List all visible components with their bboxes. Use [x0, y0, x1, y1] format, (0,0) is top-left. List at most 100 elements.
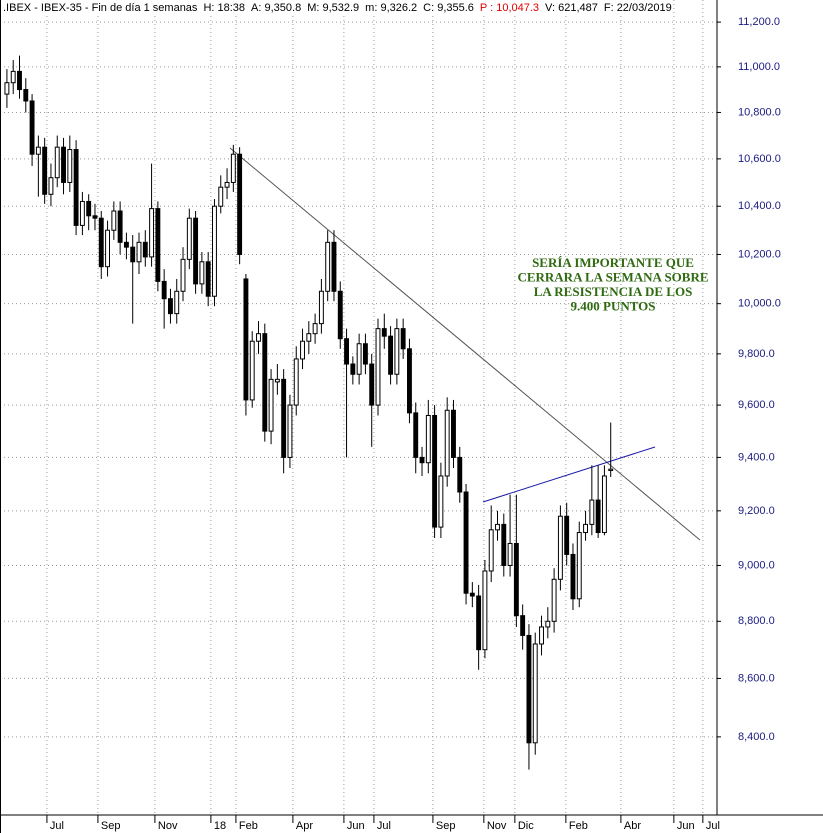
header-field: C: 9,355.6 [423, 2, 474, 14]
header-field: A: 9,350.8 [251, 2, 301, 14]
x-tick-label: Jul [50, 820, 64, 832]
candle-body [557, 515, 563, 580]
candle-body [274, 378, 280, 383]
candle-body [318, 290, 324, 325]
y-tick-label: 9,800.0 [738, 348, 775, 360]
candle-body [237, 153, 243, 255]
candle-body [10, 70, 16, 84]
candle-body [451, 409, 456, 458]
candle-body [375, 328, 381, 406]
candle-body [601, 475, 607, 534]
candle-body [218, 186, 224, 207]
candle-body [98, 217, 104, 268]
candle-body [268, 378, 274, 432]
candle-body [513, 542, 519, 617]
candle-body [186, 217, 192, 260]
axes: 8,400.0 8,600.0 8,800.0 9,000.0 9,200.0 9,400… [46, 16, 781, 832]
candle-body [476, 595, 482, 651]
y-tick-label: 8,800.0 [738, 615, 775, 627]
header-field: H: 18:38 [203, 2, 245, 14]
candle-body [608, 468, 614, 471]
candle-body [17, 70, 22, 91]
y-tick-label: 10,200.0 [738, 248, 781, 260]
candle-body [432, 414, 438, 528]
candle-body [532, 643, 538, 744]
candle-body [425, 414, 431, 464]
candle-body [463, 491, 469, 594]
candle-body [583, 523, 588, 534]
candle-body [595, 499, 601, 534]
candle-body [388, 335, 394, 375]
annotation-line: LA RESISTENCIA DE LOS [534, 284, 693, 299]
x-tick-label: Jun [677, 820, 695, 832]
candle-body [111, 210, 117, 231]
candle-body [193, 217, 199, 285]
candle-body [61, 146, 66, 183]
candle-body [362, 343, 368, 365]
y-tick-label: 8,600.0 [738, 672, 775, 684]
candle-body [105, 229, 110, 268]
candle-body [256, 333, 261, 342]
candle-body [23, 89, 29, 102]
candle-body [42, 146, 48, 195]
y-tick-label: 9,600.0 [738, 399, 775, 411]
candle-body [224, 181, 230, 188]
candle-body [86, 200, 92, 217]
candle-body [400, 328, 406, 350]
annotation-line: 9.400 PUNTOS [571, 298, 656, 313]
candle-body [149, 208, 155, 258]
candle-body [4, 82, 10, 95]
candle-body [331, 241, 337, 292]
candle-body [262, 333, 268, 432]
candle-body [123, 241, 129, 248]
candle-body [212, 205, 217, 297]
x-tick-label: Nov [158, 820, 178, 832]
x-tick-label: Apr [296, 820, 313, 832]
trend-line-support [482, 446, 656, 503]
candle-body [142, 241, 148, 258]
candle-body [381, 328, 387, 337]
x-tick-label: 18 [214, 820, 226, 832]
y-tick-label: 10,800.0 [738, 106, 781, 118]
candle-body [337, 290, 343, 340]
candle-body [369, 363, 375, 406]
candle-body [92, 215, 98, 219]
candle-body [457, 456, 463, 493]
header-field: F: 22/03/2019 [604, 2, 672, 14]
x-tick-label: Jun [347, 820, 365, 832]
header-field: V: 621,487 [545, 2, 598, 14]
x-tick-label: Jul [377, 820, 391, 832]
y-tick-label: 10,000.0 [738, 298, 781, 310]
candle-body [406, 348, 412, 414]
candle-body [350, 363, 356, 375]
candle-body [54, 146, 60, 179]
candle-body [507, 542, 513, 566]
candle-body [438, 475, 444, 528]
candle-body [29, 100, 35, 155]
candle-body [539, 626, 544, 645]
candle-body [230, 153, 236, 183]
candle-body [35, 146, 41, 155]
candle-body [73, 149, 79, 226]
candle-body [576, 532, 582, 600]
header-background [0, 0, 660, 15]
candle-body [249, 340, 255, 401]
candle-body [117, 210, 123, 243]
x-tick-label: Jul [706, 820, 720, 832]
candle-body [520, 615, 526, 636]
y-tick-label: 10,400.0 [738, 200, 781, 212]
candle-body [526, 634, 532, 744]
candle-body [312, 323, 318, 335]
candle-body [205, 261, 211, 297]
candle-body [167, 298, 173, 315]
x-tick-label: Sep [101, 820, 121, 832]
candle-body [495, 523, 500, 531]
x-tick-label: Feb [239, 820, 258, 832]
candle-body [419, 456, 425, 464]
trend-line-resistance [229, 147, 701, 541]
candle-body [306, 333, 312, 342]
candle-body [293, 358, 299, 406]
candle-body [180, 258, 186, 292]
candle-body [199, 261, 205, 285]
